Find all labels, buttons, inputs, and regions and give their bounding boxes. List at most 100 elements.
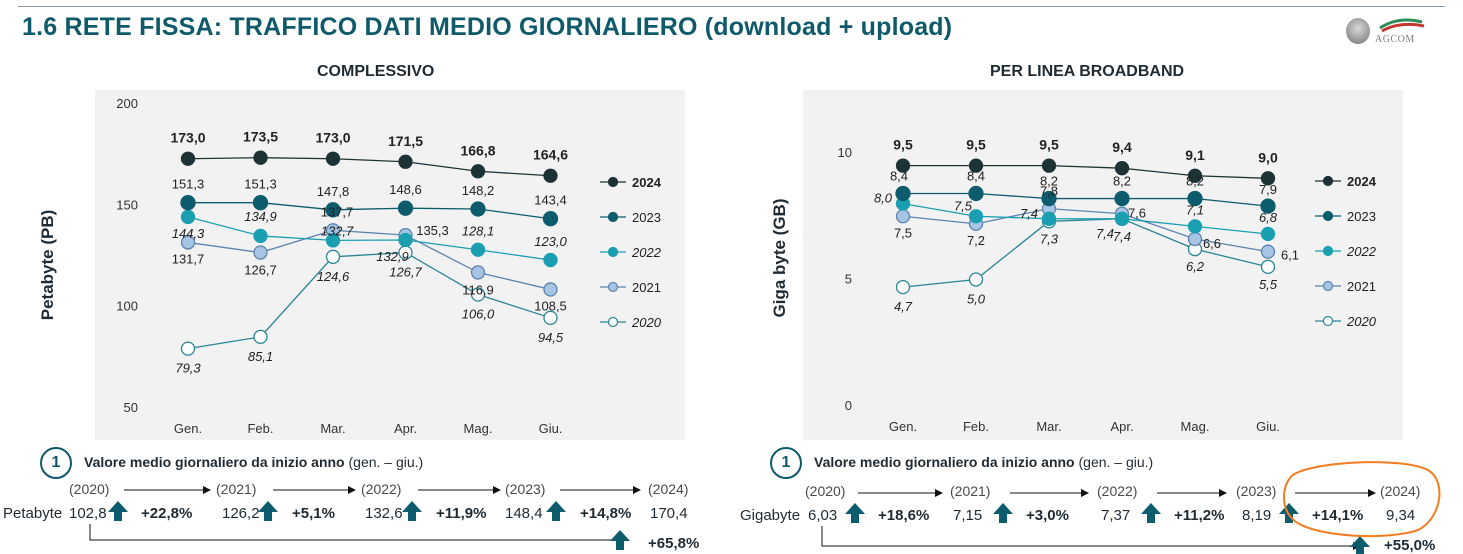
legend-label-2021: 2021 <box>632 280 661 295</box>
data-point-2021 <box>180 235 196 250</box>
summary-total-growth: +55,0% <box>1384 537 1436 554</box>
summary-year-label: (2021) <box>216 481 257 497</box>
summary-growth: +18,6% <box>878 507 930 524</box>
data-label-2021: 116,9 <box>462 282 494 297</box>
summary-growth: +5,1% <box>292 505 335 522</box>
data-label-2020: 106,0 <box>462 307 495 322</box>
data-label-2022: 8,0 <box>874 191 893 206</box>
data-point-2020 <box>325 249 341 264</box>
data-label-2021: 7,5 <box>894 225 912 240</box>
data-label-2021: 126,7 <box>244 263 277 278</box>
legend-label-2023: 2023 <box>1347 209 1376 224</box>
summary-growth: +3,0% <box>1026 507 1069 524</box>
legend-label-2021: 2021 <box>1347 279 1376 294</box>
legend-label-2022: 2022 <box>631 245 662 260</box>
data-label-2024: 9,4 <box>1112 139 1132 155</box>
data-label-2024: 173,0 <box>170 130 205 146</box>
data-label-2021: 7,2 <box>967 233 985 248</box>
data-label-2022: 7,5 <box>954 198 973 213</box>
data-point-2024 <box>1187 168 1203 183</box>
series-line-2024 <box>187 157 551 177</box>
data-point-2022 <box>1041 211 1057 226</box>
data-label-2024: 9,0 <box>1258 149 1278 165</box>
data-label-2022: 132,7 <box>321 223 354 238</box>
data-label-2024: 173,0 <box>315 130 350 146</box>
summary-growth: +14,8% <box>580 505 632 522</box>
chart-title-complessivo: COMPLESSIVO <box>317 63 435 80</box>
legend-marker-2023 <box>1322 210 1334 222</box>
series-line-2023 <box>903 192 1269 207</box>
x-tick-label: Giu. <box>539 421 563 436</box>
summary-heading-right: Valore medio giornaliero da inizio anno … <box>814 454 1153 470</box>
agcom-swoosh-icon <box>1379 18 1425 33</box>
data-point-2023 <box>252 195 269 211</box>
summary-growth: +11,9% <box>436 505 487 522</box>
data-point-2022 <box>1260 226 1276 242</box>
data-point-2024 <box>1114 161 1130 176</box>
data-point-2022 <box>253 228 268 244</box>
x-tick-label: Mag. <box>464 421 493 436</box>
data-label-2023: 151,3 <box>172 177 205 192</box>
legend-marker-2022 <box>607 246 619 258</box>
data-label-2020: 79,3 <box>175 361 201 376</box>
series-line-2023 <box>188 202 551 220</box>
data-point-2022 <box>470 242 486 257</box>
x-tick-label: Giu. <box>1256 419 1280 434</box>
data-label-2024: 171,5 <box>388 133 423 149</box>
summary-unit-label: Petabyte <box>3 505 63 522</box>
legend-label-2020: 2020 <box>631 315 662 330</box>
data-label-2020: 4,7 <box>894 299 913 314</box>
y-tick-label: 5 <box>845 272 852 287</box>
data-label-2023: 143,4 <box>534 193 567 208</box>
data-point-2023 <box>1114 190 1130 207</box>
data-label-2023: 148,2 <box>462 183 495 198</box>
legend-marker-2022 <box>1322 245 1334 257</box>
legend-label-2020: 2020 <box>1346 314 1377 329</box>
data-point-2022 <box>1114 211 1130 226</box>
x-tick-label: Feb. <box>963 419 989 434</box>
data-point-2024 <box>470 164 486 179</box>
summary-value: 7,37 <box>1101 507 1131 524</box>
data-point-2024 <box>895 158 911 173</box>
legend-marker-2023 <box>607 211 619 223</box>
y-tick-label: 150 <box>116 197 138 212</box>
data-point-2022 <box>543 252 558 268</box>
data-point-2020 <box>1260 259 1276 275</box>
data-label-2021: 7,8 <box>1040 184 1058 199</box>
summary-year-label: (2020) <box>69 481 110 497</box>
data-label-2021: 7,6 <box>1128 206 1146 221</box>
data-point-2024 <box>968 158 984 173</box>
data-label-2022: 132,9 <box>376 249 409 264</box>
series-line-2020 <box>902 218 1269 288</box>
data-label-2024: 164,6 <box>533 147 568 163</box>
data-label-2021: 135,3 <box>416 223 449 238</box>
data-point-2024 <box>253 150 268 165</box>
data-label-2022: 7,4 <box>1020 206 1038 221</box>
data-point-2023 <box>325 202 341 218</box>
data-point-2024 <box>325 151 341 166</box>
summary-total-growth: +65,8% <box>648 535 700 552</box>
data-point-2021 <box>895 209 911 224</box>
summary-unit-label: Gigabyte <box>740 507 801 524</box>
data-label-2020: 124,6 <box>317 269 350 284</box>
data-point-2020 <box>180 341 196 356</box>
data-point-2022 <box>180 209 196 225</box>
data-label-2023: 8,4 <box>967 168 985 183</box>
data-point-2022 <box>325 233 341 248</box>
data-label-2023: 151,3 <box>244 177 277 192</box>
x-tick-label: Mag. <box>1181 419 1210 434</box>
data-label-2023: 147,8 <box>317 184 350 199</box>
summary-year-label: (2022) <box>361 481 402 497</box>
data-label-2024: 173,5 <box>243 129 278 145</box>
summary-year-label: (2023) <box>1236 483 1277 499</box>
data-point-2024 <box>1041 158 1057 173</box>
data-label-2020: 6,2 <box>1186 259 1205 274</box>
series-line-2022 <box>902 202 1269 235</box>
series-line-2021 <box>187 229 551 291</box>
data-label-2024: 9,1 <box>1185 147 1205 163</box>
summary-heading-left: Valore medio giornaliero da inizio anno … <box>84 454 423 470</box>
y-tick-label: 10 <box>838 145 852 160</box>
x-tick-label: Apr. <box>1110 419 1133 434</box>
y-tick-label: 50 <box>124 400 138 415</box>
data-label-2022: 128,1 <box>462 224 495 239</box>
